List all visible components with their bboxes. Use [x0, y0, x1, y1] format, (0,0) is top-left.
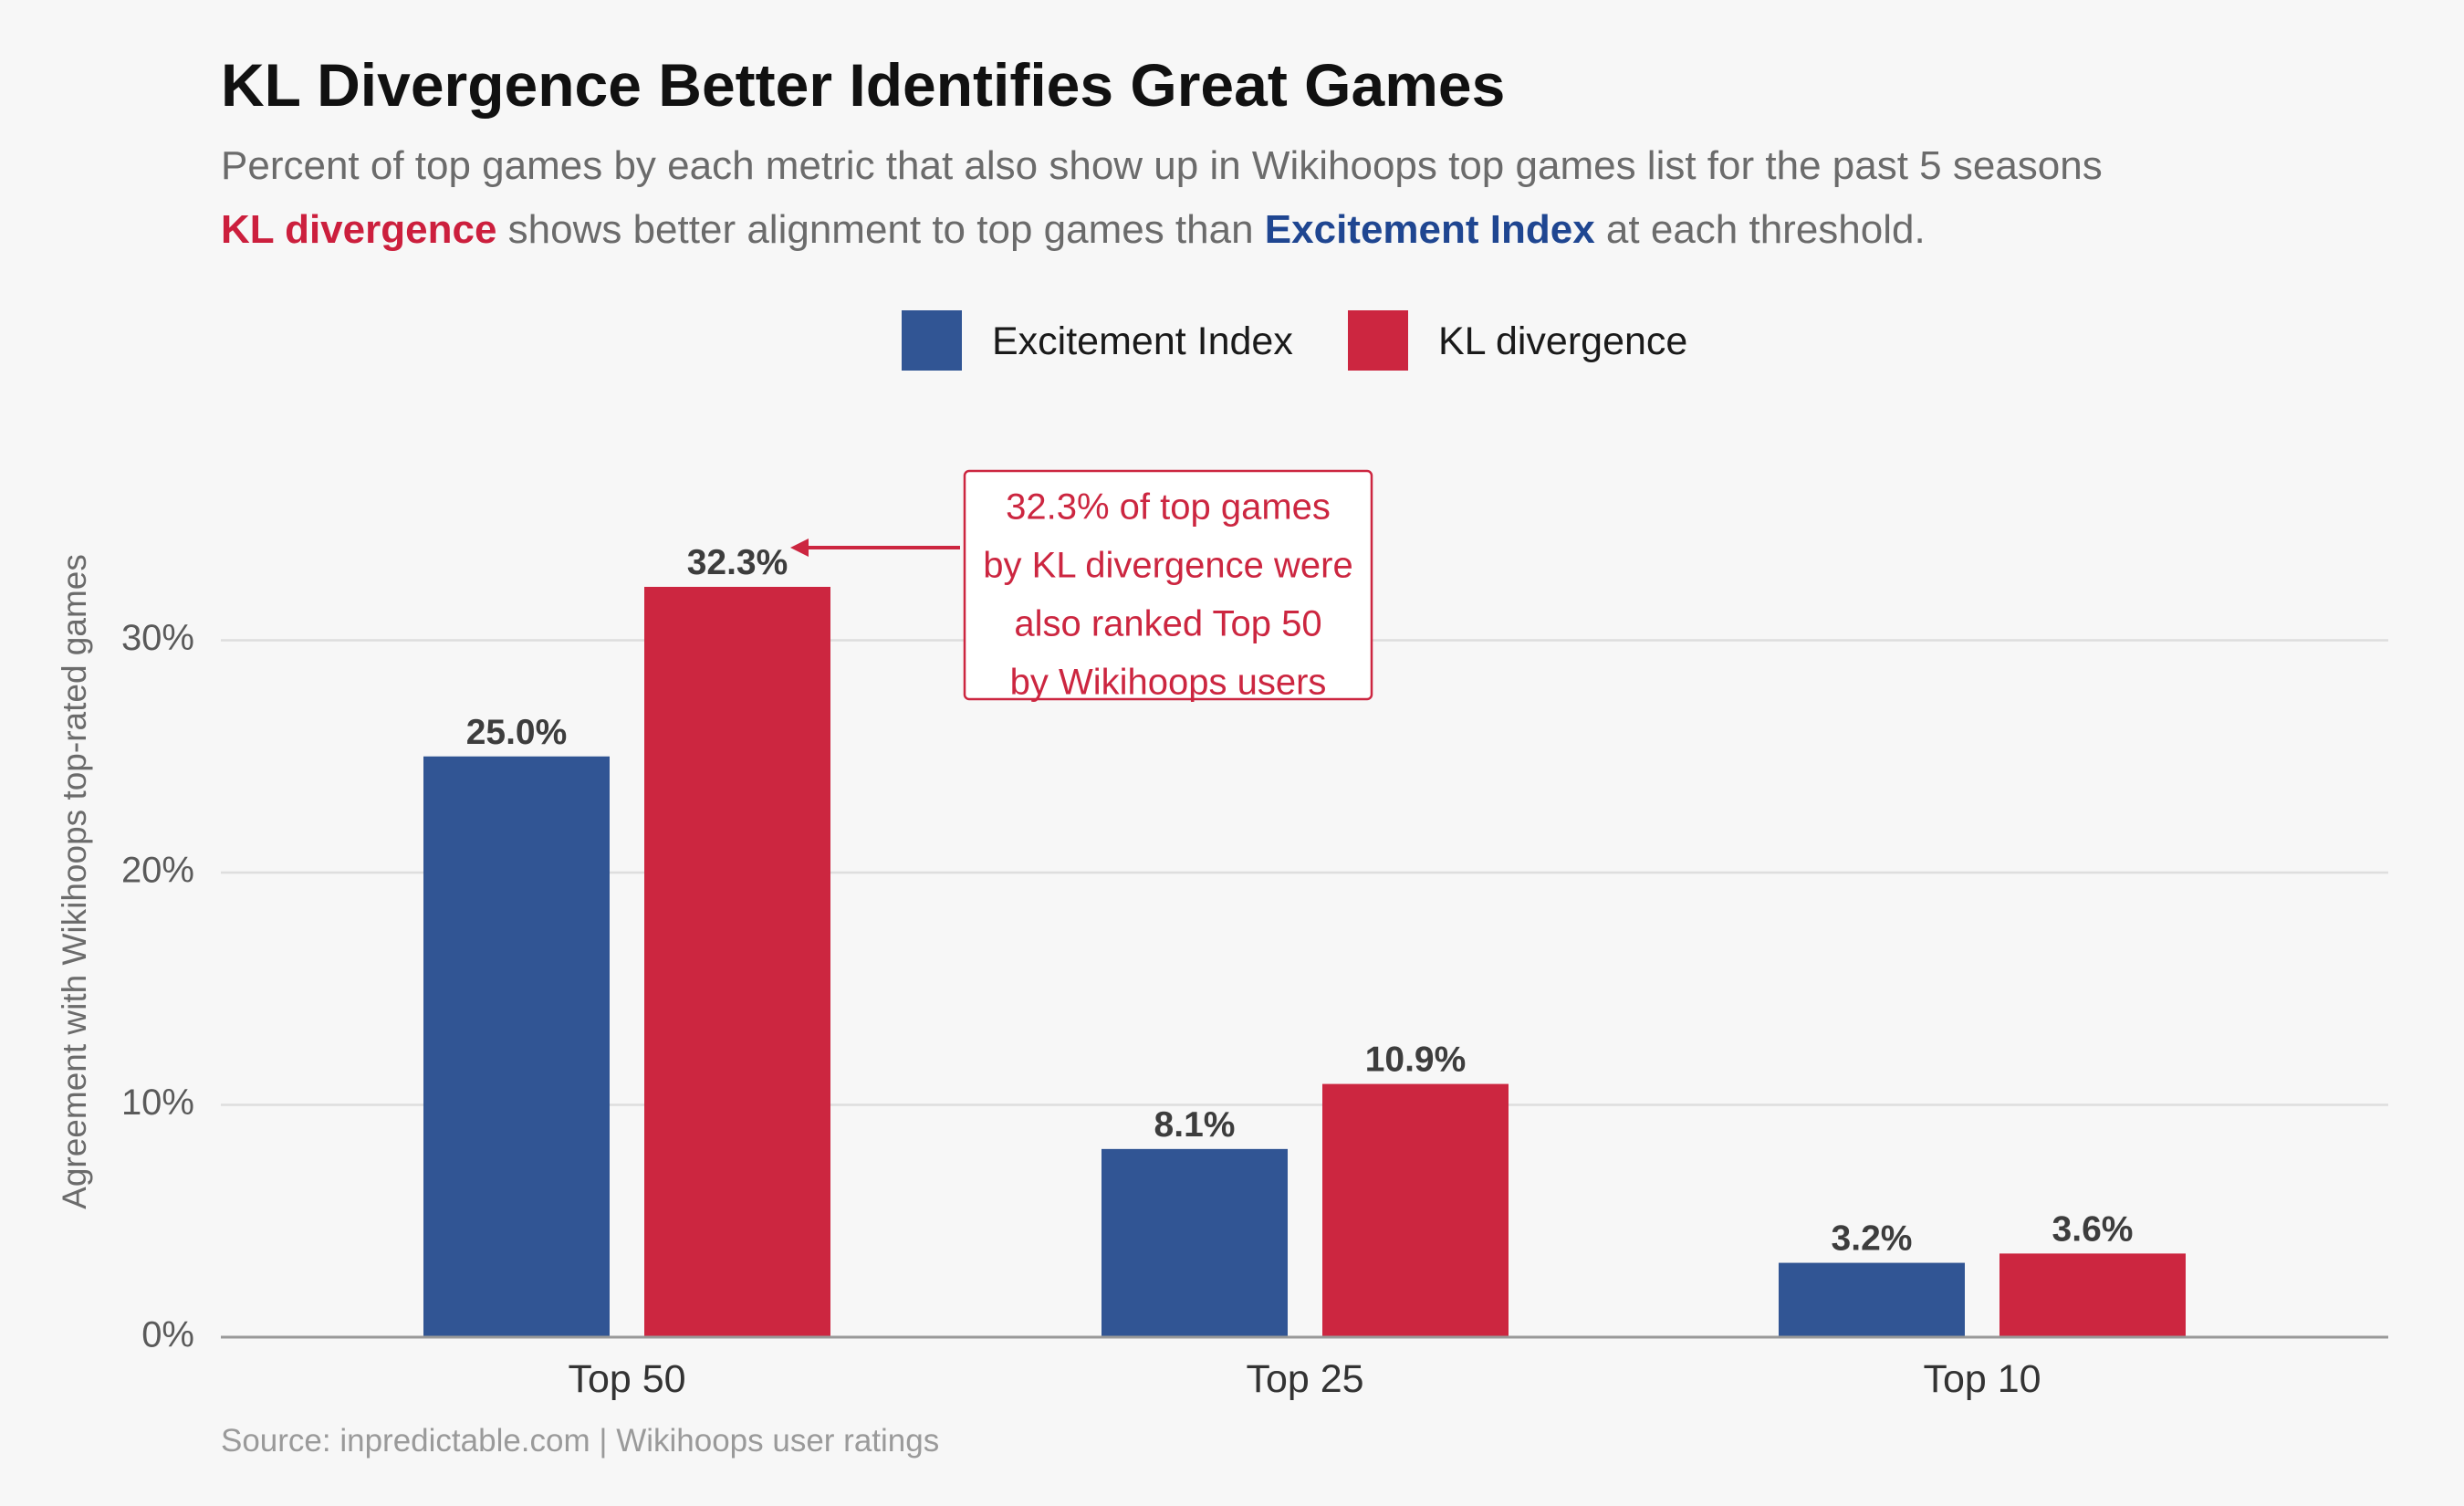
bars — [423, 586, 2186, 1337]
bar-excitement-index — [1101, 1148, 1288, 1337]
y-tick-label: 30% — [121, 618, 194, 658]
chart-subtitle-line-1: Percent of top games by each metric that… — [221, 143, 2103, 188]
annotation-line-4: by Wikihoops users — [1010, 663, 1327, 703]
data-labels: 25.0% 32.3% Top 50 8.1% 10.9% Top 25 3.2% 3.6% T… — [466, 543, 2134, 1401]
bar-value-label: 32.3% — [687, 543, 788, 582]
legend-swatch-kl-divergence — [1348, 310, 1408, 371]
bar-kl-divergence — [1999, 1253, 2186, 1337]
legend: Excitement Index KL divergence — [902, 310, 1687, 371]
source-note: Source: inpredictable.com | Wikihoops us… — [221, 1423, 939, 1459]
annotation-line-3: also ranked Top 50 — [1014, 604, 1321, 644]
bar-value-label: 3.2% — [1832, 1219, 1913, 1259]
bar-value-label: 10.9% — [1365, 1041, 1467, 1080]
subtitle-ei-highlight: Excitement Index — [1265, 207, 1595, 252]
annotation-line-1: 32.3% of top games — [1006, 487, 1331, 528]
annotation: 32.3% of top games by KL divergence were… — [790, 469, 1373, 703]
legend-swatch-excitement-index — [902, 310, 962, 371]
subtitle-kl-highlight: KL divergence — [221, 207, 496, 252]
x-tick-label: Top 50 — [568, 1357, 685, 1401]
legend-label-kl-divergence: KL divergence — [1438, 319, 1687, 363]
annotation-box — [963, 469, 1373, 701]
chart-subtitle-line-2: KL divergence shows better alignment to … — [221, 207, 1926, 252]
y-tick-label: 10% — [121, 1082, 194, 1123]
bar-kl-divergence — [644, 586, 830, 1337]
annotation-line-2: by KL divergence were — [983, 546, 1352, 586]
bar-value-label: 8.1% — [1154, 1105, 1236, 1145]
chart-title: KL Divergence Better Identifies Great Ga… — [221, 51, 1505, 119]
bar-excitement-index — [423, 756, 610, 1337]
x-tick-label: Top 25 — [1246, 1357, 1363, 1401]
x-tick-label: Top 10 — [1923, 1357, 2041, 1401]
y-tick-label: 20% — [121, 851, 194, 891]
legend-label-excitement-index: Excitement Index — [992, 319, 1293, 363]
bar-value-label: 25.0% — [466, 713, 568, 752]
subtitle-end-text: at each threshold. — [1595, 207, 1926, 252]
y-axis-label: Agreement with Wikihoops top-rated games — [56, 554, 93, 1209]
bar-kl-divergence — [1322, 1083, 1509, 1337]
y-tick-label: 0% — [141, 1315, 194, 1355]
bar-value-label: 3.6% — [2052, 1209, 2134, 1249]
annotation-arrowhead — [790, 539, 809, 557]
bar-excitement-index — [1779, 1262, 1965, 1337]
subtitle-mid-text: shows better alignment to top games than — [496, 207, 1264, 252]
